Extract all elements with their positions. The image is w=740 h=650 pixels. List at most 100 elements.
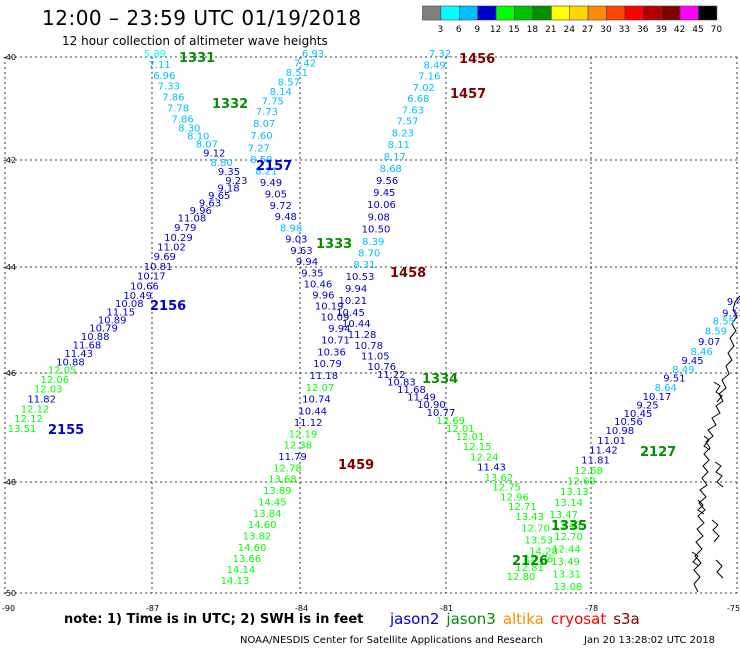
wave-height-value: 14.45 (258, 497, 287, 508)
satellite-legend: jason2 jason3 altika cryosat s3a (390, 610, 647, 628)
wave-height-value: 12.15 (463, 442, 492, 453)
wave-height-value: 10.98 (605, 426, 634, 437)
wave-height-value: 8.46 (690, 347, 712, 358)
wave-height-value: 9.23 (225, 176, 247, 187)
wave-height-value: 8.49 (672, 365, 694, 376)
wave-height-value: 8.17 (384, 152, 406, 163)
wave-height-value: 13.51 (8, 424, 37, 435)
wave-height-value: 10.83 (387, 378, 416, 389)
wave-height-value: 8.57 (278, 77, 300, 88)
wave-height-value: 14.60 (238, 543, 267, 554)
wave-height-value: 9.25 (636, 401, 658, 412)
wave-height-value: 9.63 (199, 199, 221, 210)
wave-height-value: 8.58 (250, 155, 272, 166)
wave-height-value: 8.70 (358, 249, 380, 260)
pass-number: 2126 (512, 554, 548, 569)
pass-number: 1334 (422, 372, 458, 387)
latitude-label: -44 (3, 263, 16, 272)
wave-height-value: 8.51 (286, 68, 308, 79)
wave-height-value: 10.79 (313, 359, 342, 370)
wave-height-value: 12.69 (436, 416, 465, 427)
wave-height-value: 14.28 (529, 547, 558, 558)
wave-height-value: 12.44 (552, 544, 581, 555)
wave-height-value: 9.45 (373, 188, 395, 199)
wave-height-value: 9.94 (296, 257, 318, 268)
wave-height-value: 10.44 (298, 407, 327, 418)
wave-height-value: 9.96 (312, 291, 334, 302)
pass-number: 1331 (179, 51, 215, 66)
wave-height-value: 14.13 (221, 576, 250, 587)
wave-height-value: 11.15 (106, 307, 135, 318)
wave-height-value: 11.18 (309, 371, 338, 382)
map-subtitle: 12 hour collection of altimeter wave hei… (62, 34, 328, 48)
scale-label: 27 (582, 25, 593, 35)
wave-height-value: 9.65 (208, 191, 230, 202)
scale-label: 36 (637, 25, 649, 35)
wave-height-value: 9.48 (275, 212, 297, 223)
pass-number: 1458 (390, 266, 426, 281)
wave-height-value: 12.80 (507, 572, 536, 583)
wave-height-value: 10.09 (321, 313, 350, 324)
wave-height-value: 10.50 (362, 225, 391, 236)
wave-height-value: 10.90 (417, 400, 446, 411)
wave-height-value: 12.69 (567, 477, 596, 488)
scale-label: 15 (508, 25, 519, 35)
wave-height-value: 10.17 (137, 272, 166, 283)
scale-label: 18 (527, 25, 539, 35)
wave-height-value: 5.89 (144, 49, 166, 60)
scale-label: 9 (474, 25, 480, 35)
scale-label: 30 (600, 25, 612, 35)
pass-number: 1333 (316, 237, 352, 252)
wave-height-value: 11.68 (73, 340, 102, 351)
wave-height-value: 11.28 (348, 330, 377, 341)
wave-height-value: 10.53 (346, 272, 375, 283)
wave-height-value: 8.11 (388, 140, 410, 151)
wave-height-value: 6.68 (407, 94, 429, 105)
wave-height-value: 11.05 (361, 352, 390, 363)
axis-tick-labels: -40 -42 -44 -46 -48 -50 -90 -87 -84 -81 -78 -75 (2, 53, 740, 613)
lat-lon-grid (4, 56, 738, 594)
latitude-label: -42 (3, 156, 16, 165)
wave-height-value: 12.78 (273, 463, 302, 474)
wave-height-value: 13.66 (232, 554, 261, 565)
wave-height-value: 11.82 (27, 395, 56, 406)
wave-height-value: 12.12 (14, 414, 43, 425)
wave-height-value: 12.19 (289, 429, 318, 440)
wave-height-value: 10.56 (614, 417, 643, 428)
wave-height-value: 9.49 (260, 178, 282, 189)
coastline-segment (697, 499, 705, 515)
wave-height-value: 11.81 (581, 456, 610, 467)
wave-height-value: 10.78 (354, 341, 383, 352)
legend-jason3: jason3 (446, 610, 496, 628)
longitude-label: -78 (585, 604, 598, 613)
wave-height-value: 6.96 (153, 71, 175, 82)
wave-height-value: 13.53 (524, 535, 553, 546)
wave-height-value: 12.96 (500, 492, 529, 503)
latitude-label: -40 (3, 53, 16, 62)
wave-height-value: 7.02 (413, 83, 435, 94)
wave-height-value: 10.08 (115, 299, 144, 310)
wave-height-value: 7.75 (262, 96, 284, 107)
pass-number: 1457 (450, 87, 486, 102)
scale-label: 70 (711, 25, 723, 35)
wave-height-value: 12.68 (574, 466, 603, 477)
wave-height-value: 8.30 (178, 124, 200, 135)
wave-height-value: 10.81 (144, 262, 173, 273)
wave-height-value: 10.88 (81, 332, 110, 343)
wave-height-value: 10.29 (164, 233, 193, 244)
latitude-label: -50 (3, 589, 16, 598)
wave-height-value: 9.96 (190, 206, 212, 217)
wave-height-value: 12.71 (508, 502, 537, 513)
wave-height-value: 6.93 (302, 49, 324, 60)
wave-height-value: 8.55 (713, 317, 735, 328)
legend-altika: altika (502, 610, 544, 628)
wave-height-value: 9.07 (698, 337, 720, 348)
wave-height-value: 8.07 (253, 119, 275, 130)
coastline-segment (715, 559, 724, 579)
wave-height-value: 13.47 (549, 510, 578, 521)
wave-height-value: 9.63 (290, 246, 312, 257)
longitude-label: -84 (295, 604, 308, 613)
wave-height-value: 13.49 (551, 557, 580, 568)
wave-height-value: 7.42 (294, 59, 316, 70)
